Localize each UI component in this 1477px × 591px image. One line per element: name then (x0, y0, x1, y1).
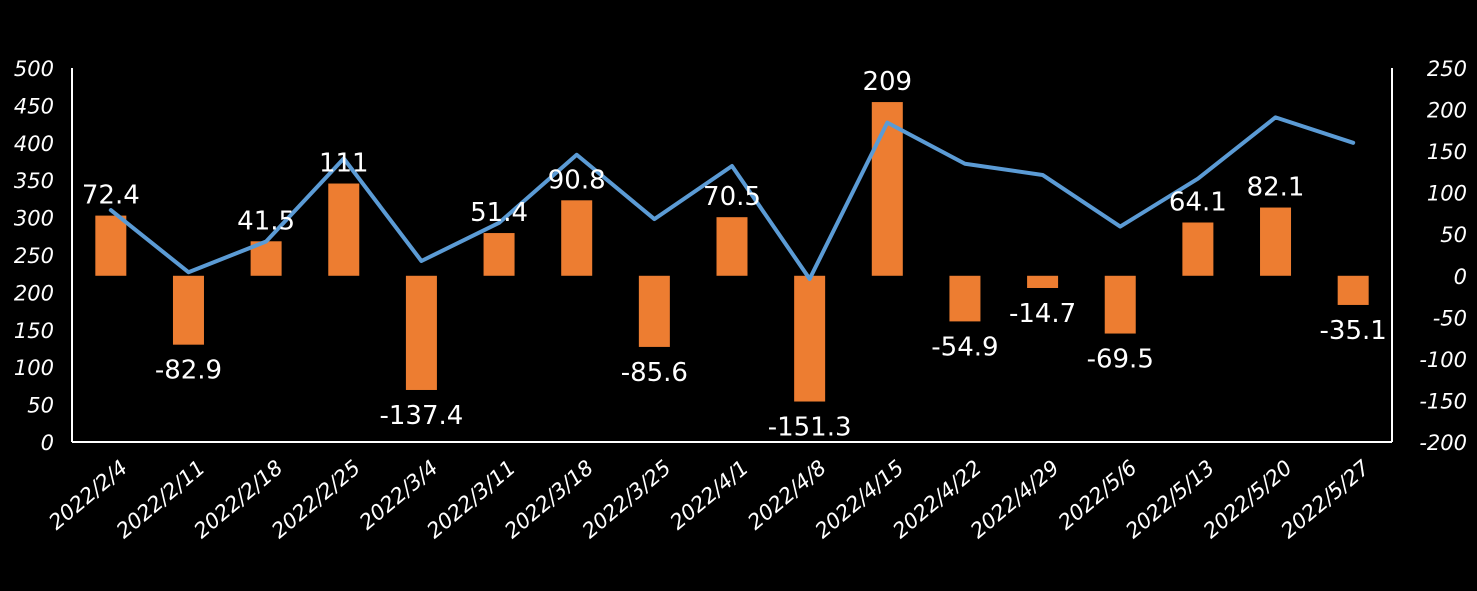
bar-data-label: -85.6 (621, 358, 688, 388)
x-axis-category-label: 2022/4/1 (666, 455, 754, 534)
line-point (187, 271, 189, 273)
right-axis-tick-label: -50 (1433, 306, 1467, 330)
right-axis-tick-label: 150 (1427, 140, 1467, 164)
bar-data-label: -151.3 (768, 413, 852, 443)
right-axis-tick-label: 50 (1440, 223, 1467, 247)
bar-mark (328, 183, 360, 276)
bar-mark (483, 233, 515, 276)
line-series (108, 115, 1356, 281)
left-axis-tick-label: 500 (14, 57, 54, 81)
bar-data-label: -35.1 (1320, 316, 1387, 346)
right-axis-tick-label: 100 (1427, 182, 1467, 206)
bar-data-label: -14.7 (1009, 299, 1076, 329)
line-point (1275, 116, 1277, 118)
line-point (731, 165, 733, 167)
bar-mark (949, 275, 981, 322)
line-point (110, 209, 112, 211)
bar-data-label: 51.4 (470, 198, 528, 228)
line-point (1119, 226, 1121, 228)
bar-mark (405, 275, 437, 390)
left-axis-tick-label: 0 (41, 431, 54, 455)
right-axis-tick-label: 0 (1454, 265, 1467, 289)
bar-data-label: 70.5 (703, 182, 761, 212)
line-point (1042, 174, 1044, 176)
left-axis-tick-label: 450 (14, 94, 54, 118)
bar-data-label: 90.8 (548, 165, 606, 195)
right-axis-tick-label: 250 (1427, 57, 1467, 81)
left-axis-tick-label: 50 (27, 394, 54, 418)
bar-mark (1337, 275, 1369, 305)
axes: 050100150200250300350400450500-200-150-1… (14, 57, 1467, 543)
left-axis-tick-label: 150 (14, 319, 54, 343)
bar-data-label: 82.1 (1247, 173, 1305, 203)
left-axis-tick-label: 250 (14, 244, 54, 268)
bar-data-label: -137.4 (379, 401, 463, 431)
line-point (653, 218, 655, 220)
line-point (498, 222, 500, 224)
line-point (1352, 142, 1354, 144)
bar-data-label: 209 (862, 67, 912, 97)
bar-data-label: -82.9 (155, 356, 222, 386)
line-point (343, 158, 345, 160)
bar-mark (871, 102, 903, 276)
bar-mark (172, 275, 204, 345)
line-point (809, 278, 811, 280)
bar-mark (95, 215, 127, 276)
bar-data-label: 41.5 (237, 206, 295, 236)
bar-mark (794, 275, 826, 402)
line-point (964, 163, 966, 165)
data-labels: 72.4 -82.9 41.5 111 -137.4 51.4 90.8 -85.6 70.5 -… (82, 67, 1387, 442)
left-axis-tick-label: 200 (14, 281, 54, 305)
right-axis-tick-label: -100 (1419, 348, 1467, 372)
left-axis-tick-label: 300 (14, 207, 54, 231)
bar-data-label: 111 (319, 149, 369, 179)
line-point (265, 241, 267, 243)
bar-mark (638, 275, 670, 347)
bar-data-label: -69.5 (1087, 345, 1154, 375)
bar-mark (561, 200, 593, 276)
line-point (886, 122, 888, 124)
line-point (420, 260, 422, 262)
right-axis-tick-label: -150 (1419, 389, 1467, 413)
left-axis-tick-label: 100 (14, 356, 54, 380)
line-point (1197, 178, 1199, 180)
left-axis-tick-label: 350 (14, 169, 54, 193)
bar-data-label: 64.1 (1169, 188, 1227, 218)
bar-mark (1182, 222, 1214, 276)
line-point (576, 154, 578, 156)
bar-mark (1104, 275, 1136, 334)
left-axis-tick-label: 400 (14, 132, 54, 156)
bar-data-label: 72.4 (82, 181, 140, 211)
bar-mark (1027, 275, 1059, 288)
bar-series (95, 102, 1369, 402)
right-axis-tick-label: -200 (1419, 431, 1467, 455)
bar-mark (716, 217, 748, 276)
bar-data-label: -54.9 (931, 332, 998, 362)
right-axis-tick-label: 200 (1427, 99, 1467, 123)
bar-mark (1260, 207, 1292, 276)
